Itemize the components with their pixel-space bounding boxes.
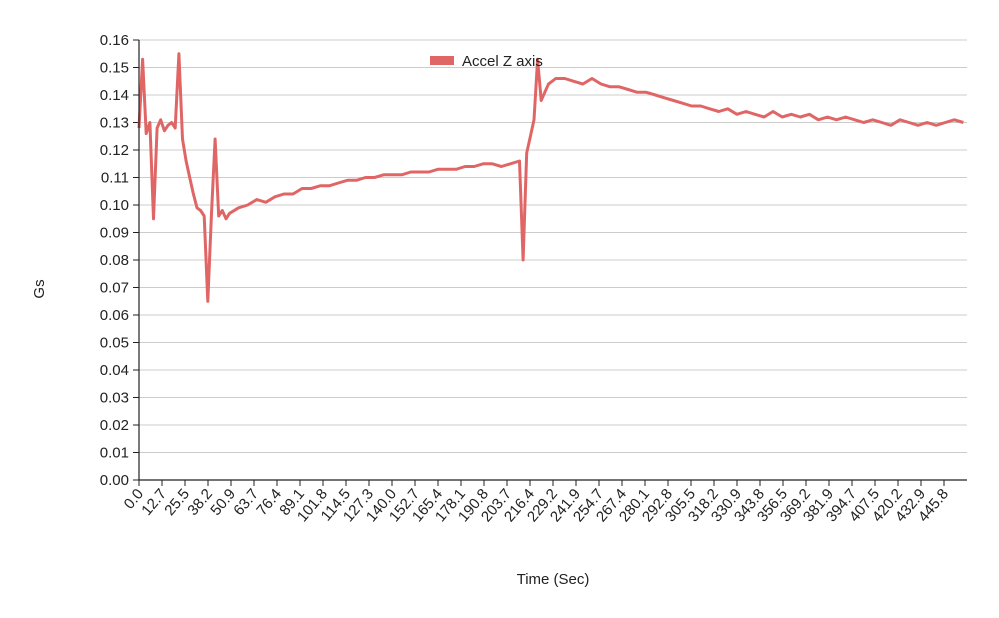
y-tick-label: 0.13 (100, 115, 129, 132)
y-tick-label: 0.05 (100, 335, 129, 352)
y-tick-label: 0.00 (100, 472, 129, 489)
legend-label: Accel Z axis (462, 53, 543, 70)
y-tick-label: 0.12 (100, 142, 129, 159)
y-tick-label: 0.04 (100, 362, 129, 379)
axes (138, 40, 967, 481)
y-axis-ticks: 0.00 0.01 0.02 0.03 0.04 0.05 0.06 0.07 0.08 0.09… (100, 32, 139, 489)
y-tick-label: 0.03 (100, 390, 129, 407)
legend-swatch (430, 56, 454, 65)
y-tick-label: 0.02 (100, 417, 129, 434)
grid-lines (139, 39, 967, 453)
y-axis-label: Gs (31, 279, 48, 298)
y-tick-label: 0.16 (100, 32, 129, 49)
series-line-accel-z (137, 52, 964, 303)
y-tick-label: 0.14 (100, 87, 129, 104)
y-tick-label: 0.07 (100, 280, 129, 297)
y-tick-label: 0.15 (100, 60, 129, 77)
y-tick-label: 0.09 (100, 225, 129, 242)
y-tick-label: 0.01 (100, 445, 129, 462)
x-axis-ticks: 0.012.725.538.250.963.776.489.1101.8114.… (121, 480, 952, 525)
x-axis-label: Time (Sec) (517, 571, 590, 588)
y-tick-label: 0.10 (100, 197, 129, 214)
plot-area (137, 52, 964, 303)
y-tick-label: 0.06 (100, 307, 129, 324)
y-tick-label: 0.08 (100, 252, 129, 269)
y-tick-label: 0.11 (101, 170, 129, 187)
legend: Accel Z axis (430, 53, 543, 70)
